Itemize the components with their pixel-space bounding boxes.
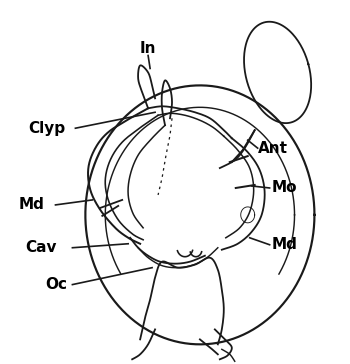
Text: Mo: Mo — [272, 181, 297, 195]
Text: Ant: Ant — [258, 141, 288, 156]
Text: Md: Md — [272, 237, 298, 252]
Text: In: In — [140, 41, 156, 56]
Text: Cav: Cav — [26, 240, 57, 255]
Text: Md: Md — [19, 197, 44, 213]
Text: Oc: Oc — [46, 277, 68, 292]
Text: Clyp: Clyp — [29, 121, 66, 136]
